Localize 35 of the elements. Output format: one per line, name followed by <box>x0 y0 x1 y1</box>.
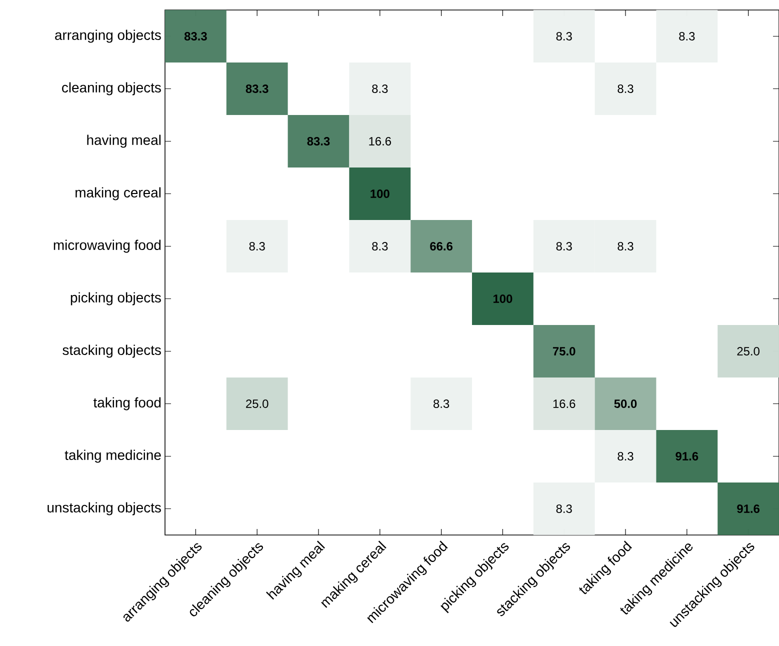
data-label: 16.6 <box>553 400 576 408</box>
data-label: 50.0 <box>614 400 637 408</box>
data-label: 8.3 <box>556 242 572 250</box>
data-label: 8.3 <box>372 242 388 250</box>
data-label: 100 <box>370 190 390 198</box>
y-tick-label: having meal <box>87 134 161 148</box>
y-tick-label: unstacking objects <box>48 502 161 516</box>
data-label: 8.3 <box>434 400 450 408</box>
data-label: 8.3 <box>249 242 265 250</box>
data-label: 8.3 <box>556 32 572 40</box>
y-tick-label: picking objects <box>70 292 161 306</box>
data-label: 83.3 <box>307 137 330 146</box>
data-label: 100 <box>493 294 512 303</box>
y-tick-label: taking food <box>93 397 161 410</box>
y-tick-label: taking medicine <box>64 450 161 463</box>
y-tick-label: microwaving food <box>54 240 161 253</box>
data-label: 16.6 <box>369 137 392 146</box>
y-tick-label: stacking objects <box>62 344 161 358</box>
data-label: 83.3 <box>246 84 268 94</box>
data-label: 8.3 <box>618 84 634 93</box>
data-label: 8.3 <box>556 504 572 513</box>
data-label: 66.6 <box>430 242 453 250</box>
data-label: 8.3 <box>679 32 695 40</box>
data-label: 8.3 <box>372 84 388 93</box>
data-label: 8.3 <box>618 242 634 250</box>
y-tick-label: making cereal <box>76 187 161 200</box>
data-label: 83.3 <box>184 32 207 41</box>
data-label: 25.0 <box>737 347 760 356</box>
data-label: 25.0 <box>246 400 268 408</box>
y-tick-label: arranging objects <box>55 30 161 43</box>
data-label: 91.6 <box>737 504 760 513</box>
y-tick-label: cleaning objects <box>62 82 161 96</box>
data-label: 8.3 <box>618 452 634 460</box>
data-label: 91.6 <box>676 452 698 460</box>
data-label: 75.0 <box>552 347 576 356</box>
